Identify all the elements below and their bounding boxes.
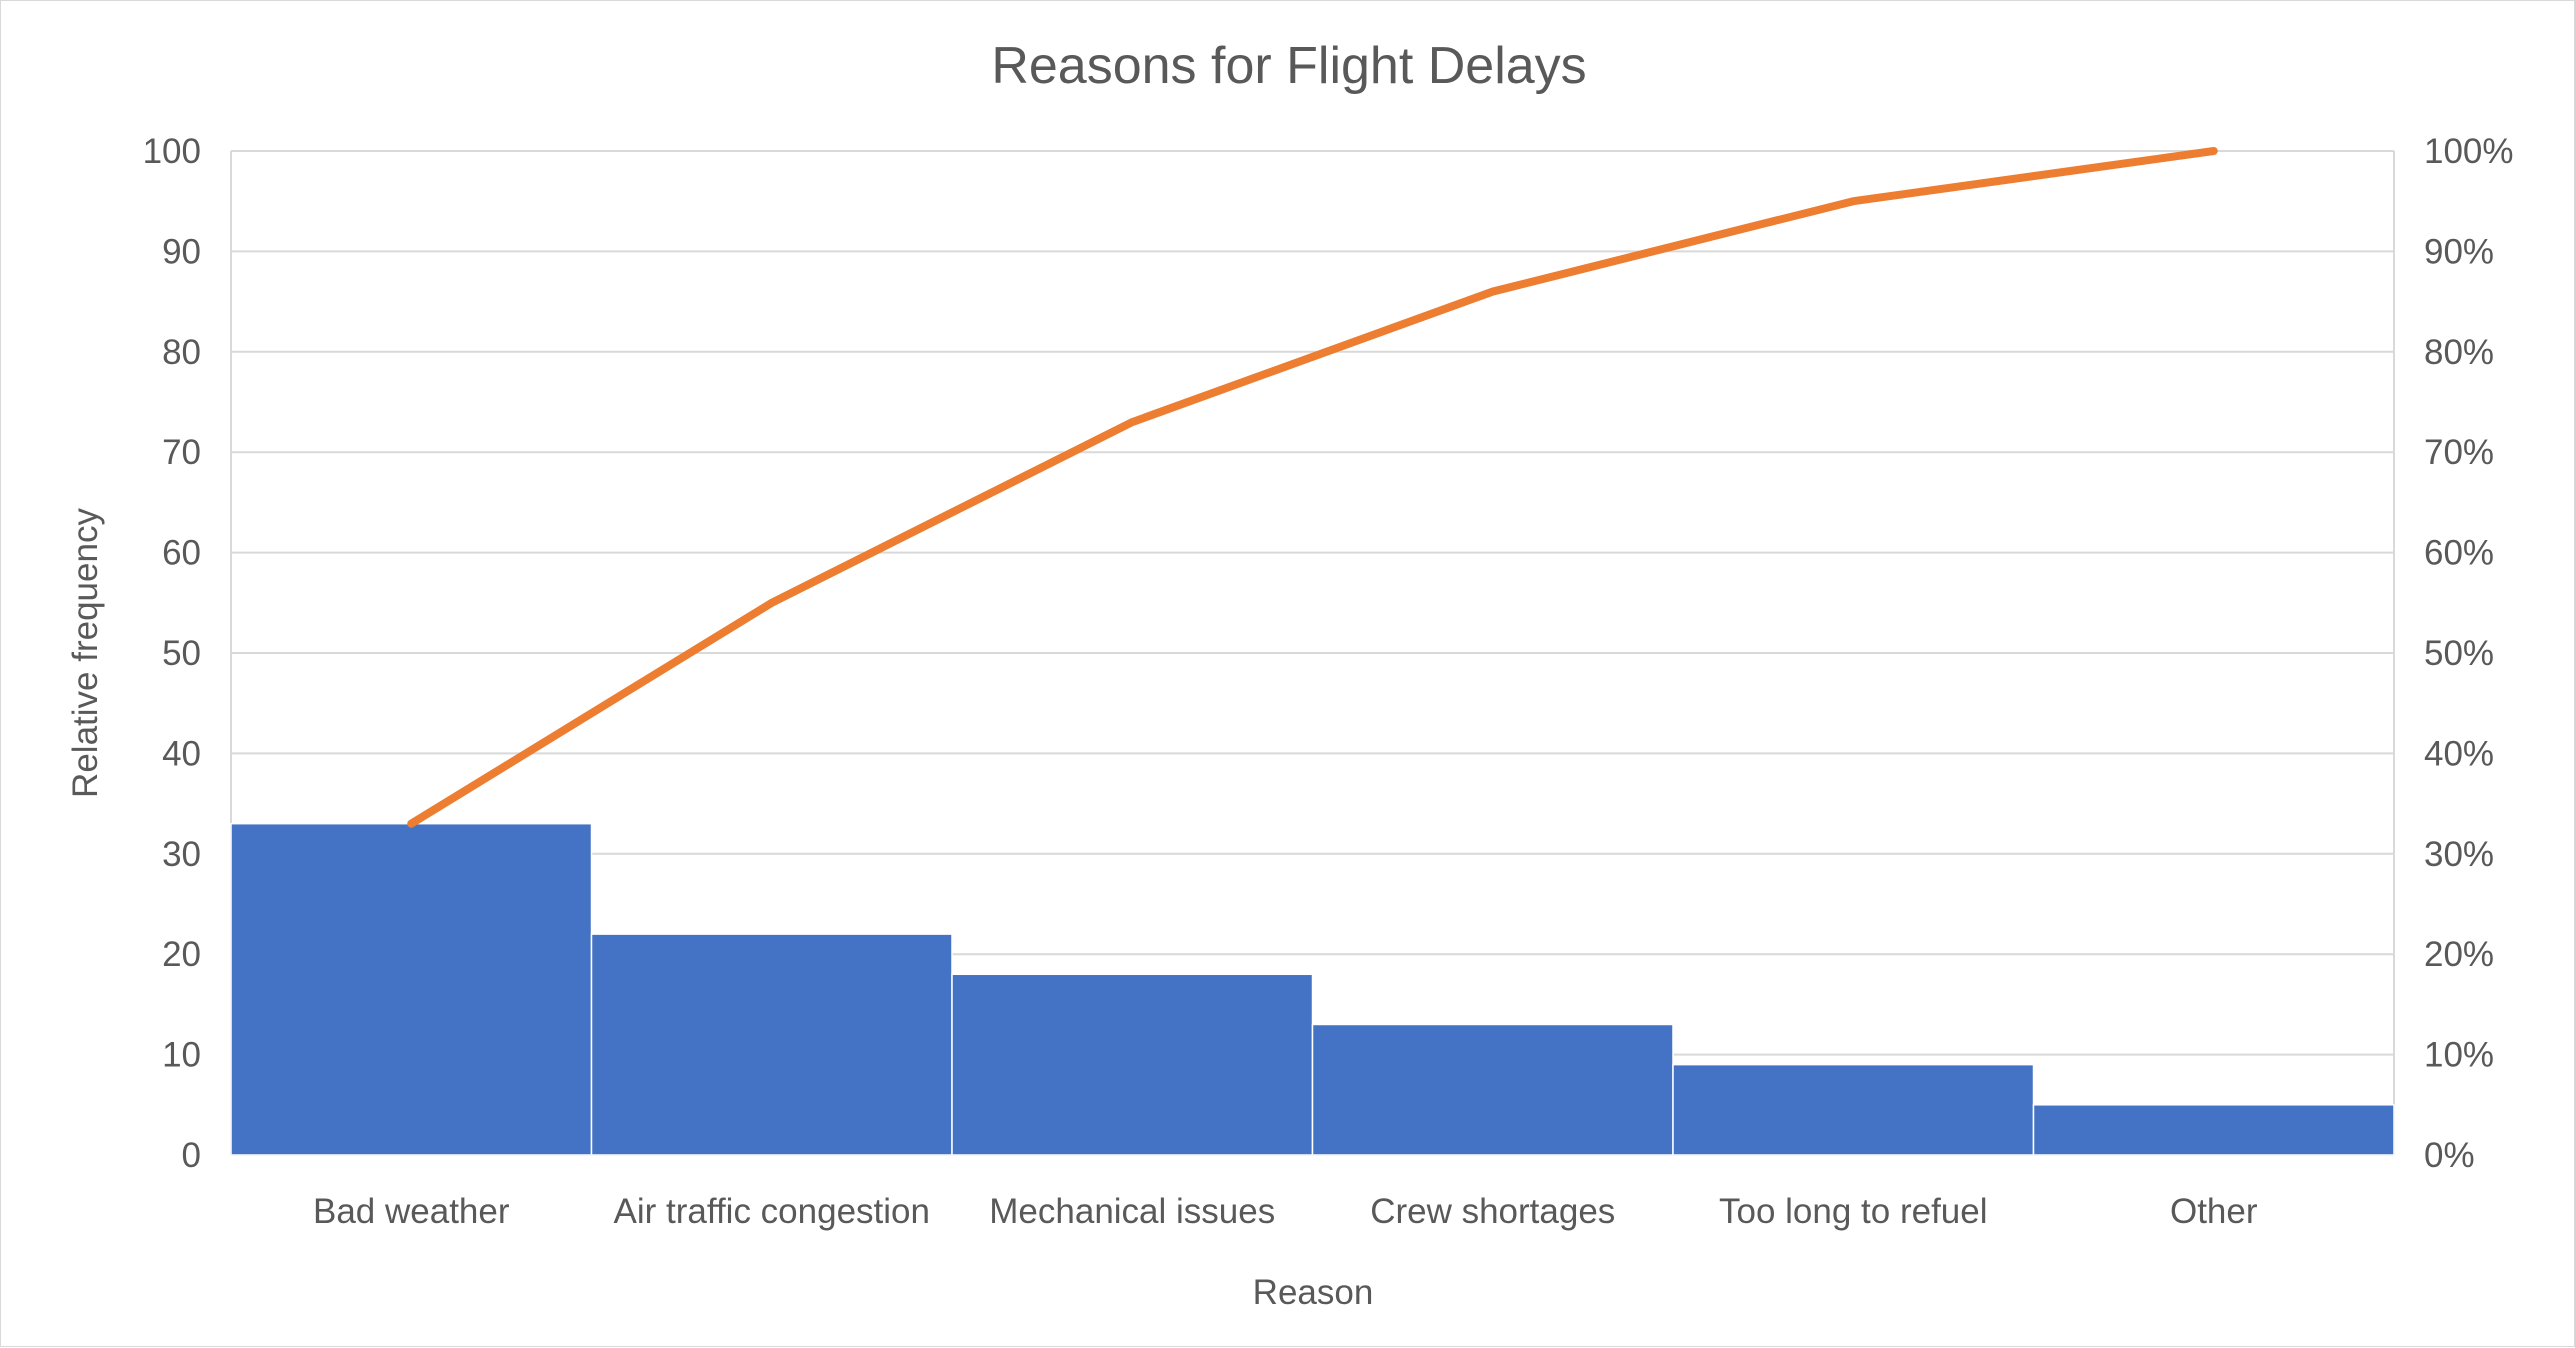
y-tick-label: 60 <box>162 534 201 573</box>
x-axis-title: Reason <box>1253 1273 1374 1312</box>
y-tick-label: 20 <box>162 935 201 974</box>
bar <box>1311 1023 1674 1156</box>
cumulative-line-layer <box>407 147 2218 828</box>
chart-title: Reasons for Flight Delays <box>991 37 1586 95</box>
y2-tick-label: 90% <box>2424 232 2494 271</box>
y2-tick-label: 60% <box>2424 534 2494 573</box>
y-tick-label: 70 <box>162 433 201 472</box>
x-tick-label: Air traffic congestion <box>614 1192 930 1231</box>
y2-tick-label: 100% <box>2424 132 2514 171</box>
bars <box>230 822 2395 1156</box>
x-tick-label: Crew shortages <box>1370 1192 1615 1231</box>
y-tick-label: 30 <box>162 835 201 874</box>
y2-tick-label: 40% <box>2424 734 2494 773</box>
cumulative-line <box>407 147 2218 828</box>
y-tick-label: 80 <box>162 333 201 372</box>
y2-tick-label: 0% <box>2424 1136 2475 1175</box>
y2-tick-label: 30% <box>2424 835 2494 874</box>
y-tick-label: 0 <box>182 1136 201 1175</box>
y2-tick-label: 20% <box>2424 935 2494 974</box>
x-tick-labels: Bad weather Air traffic congestion Mechani… <box>313 1192 2258 1231</box>
y-axis-title: Relative frequency <box>66 508 105 798</box>
y-tick-label: 100 <box>143 132 201 171</box>
y-tick-label: 40 <box>162 734 201 773</box>
x-tick-label: Bad weather <box>313 1192 510 1231</box>
bar <box>951 973 1314 1156</box>
bar <box>1672 1063 2035 1156</box>
y2-tick-label: 50% <box>2424 634 2494 673</box>
right-y-ticks: 0% 10% 20% 30% 40% 50% 60% 70% 80% 90% 100% <box>2424 132 2514 1175</box>
y2-tick-label: 70% <box>2424 433 2494 472</box>
left-y-ticks: 0 10 20 30 40 50 60 70 80 90 100 <box>143 132 201 1175</box>
x-tick-label: Other <box>2170 1192 2258 1231</box>
y-tick-label: 50 <box>162 634 201 673</box>
y-tick-label: 90 <box>162 232 201 271</box>
x-tick-label: Too long to refuel <box>1719 1192 1988 1231</box>
y2-tick-label: 80% <box>2424 333 2494 372</box>
bar <box>590 933 953 1156</box>
bar <box>230 822 593 1156</box>
bar <box>2032 1104 2395 1156</box>
y2-tick-label: 10% <box>2424 1036 2494 1075</box>
x-tick-label: Mechanical issues <box>989 1192 1275 1231</box>
y-tick-label: 10 <box>162 1036 201 1075</box>
